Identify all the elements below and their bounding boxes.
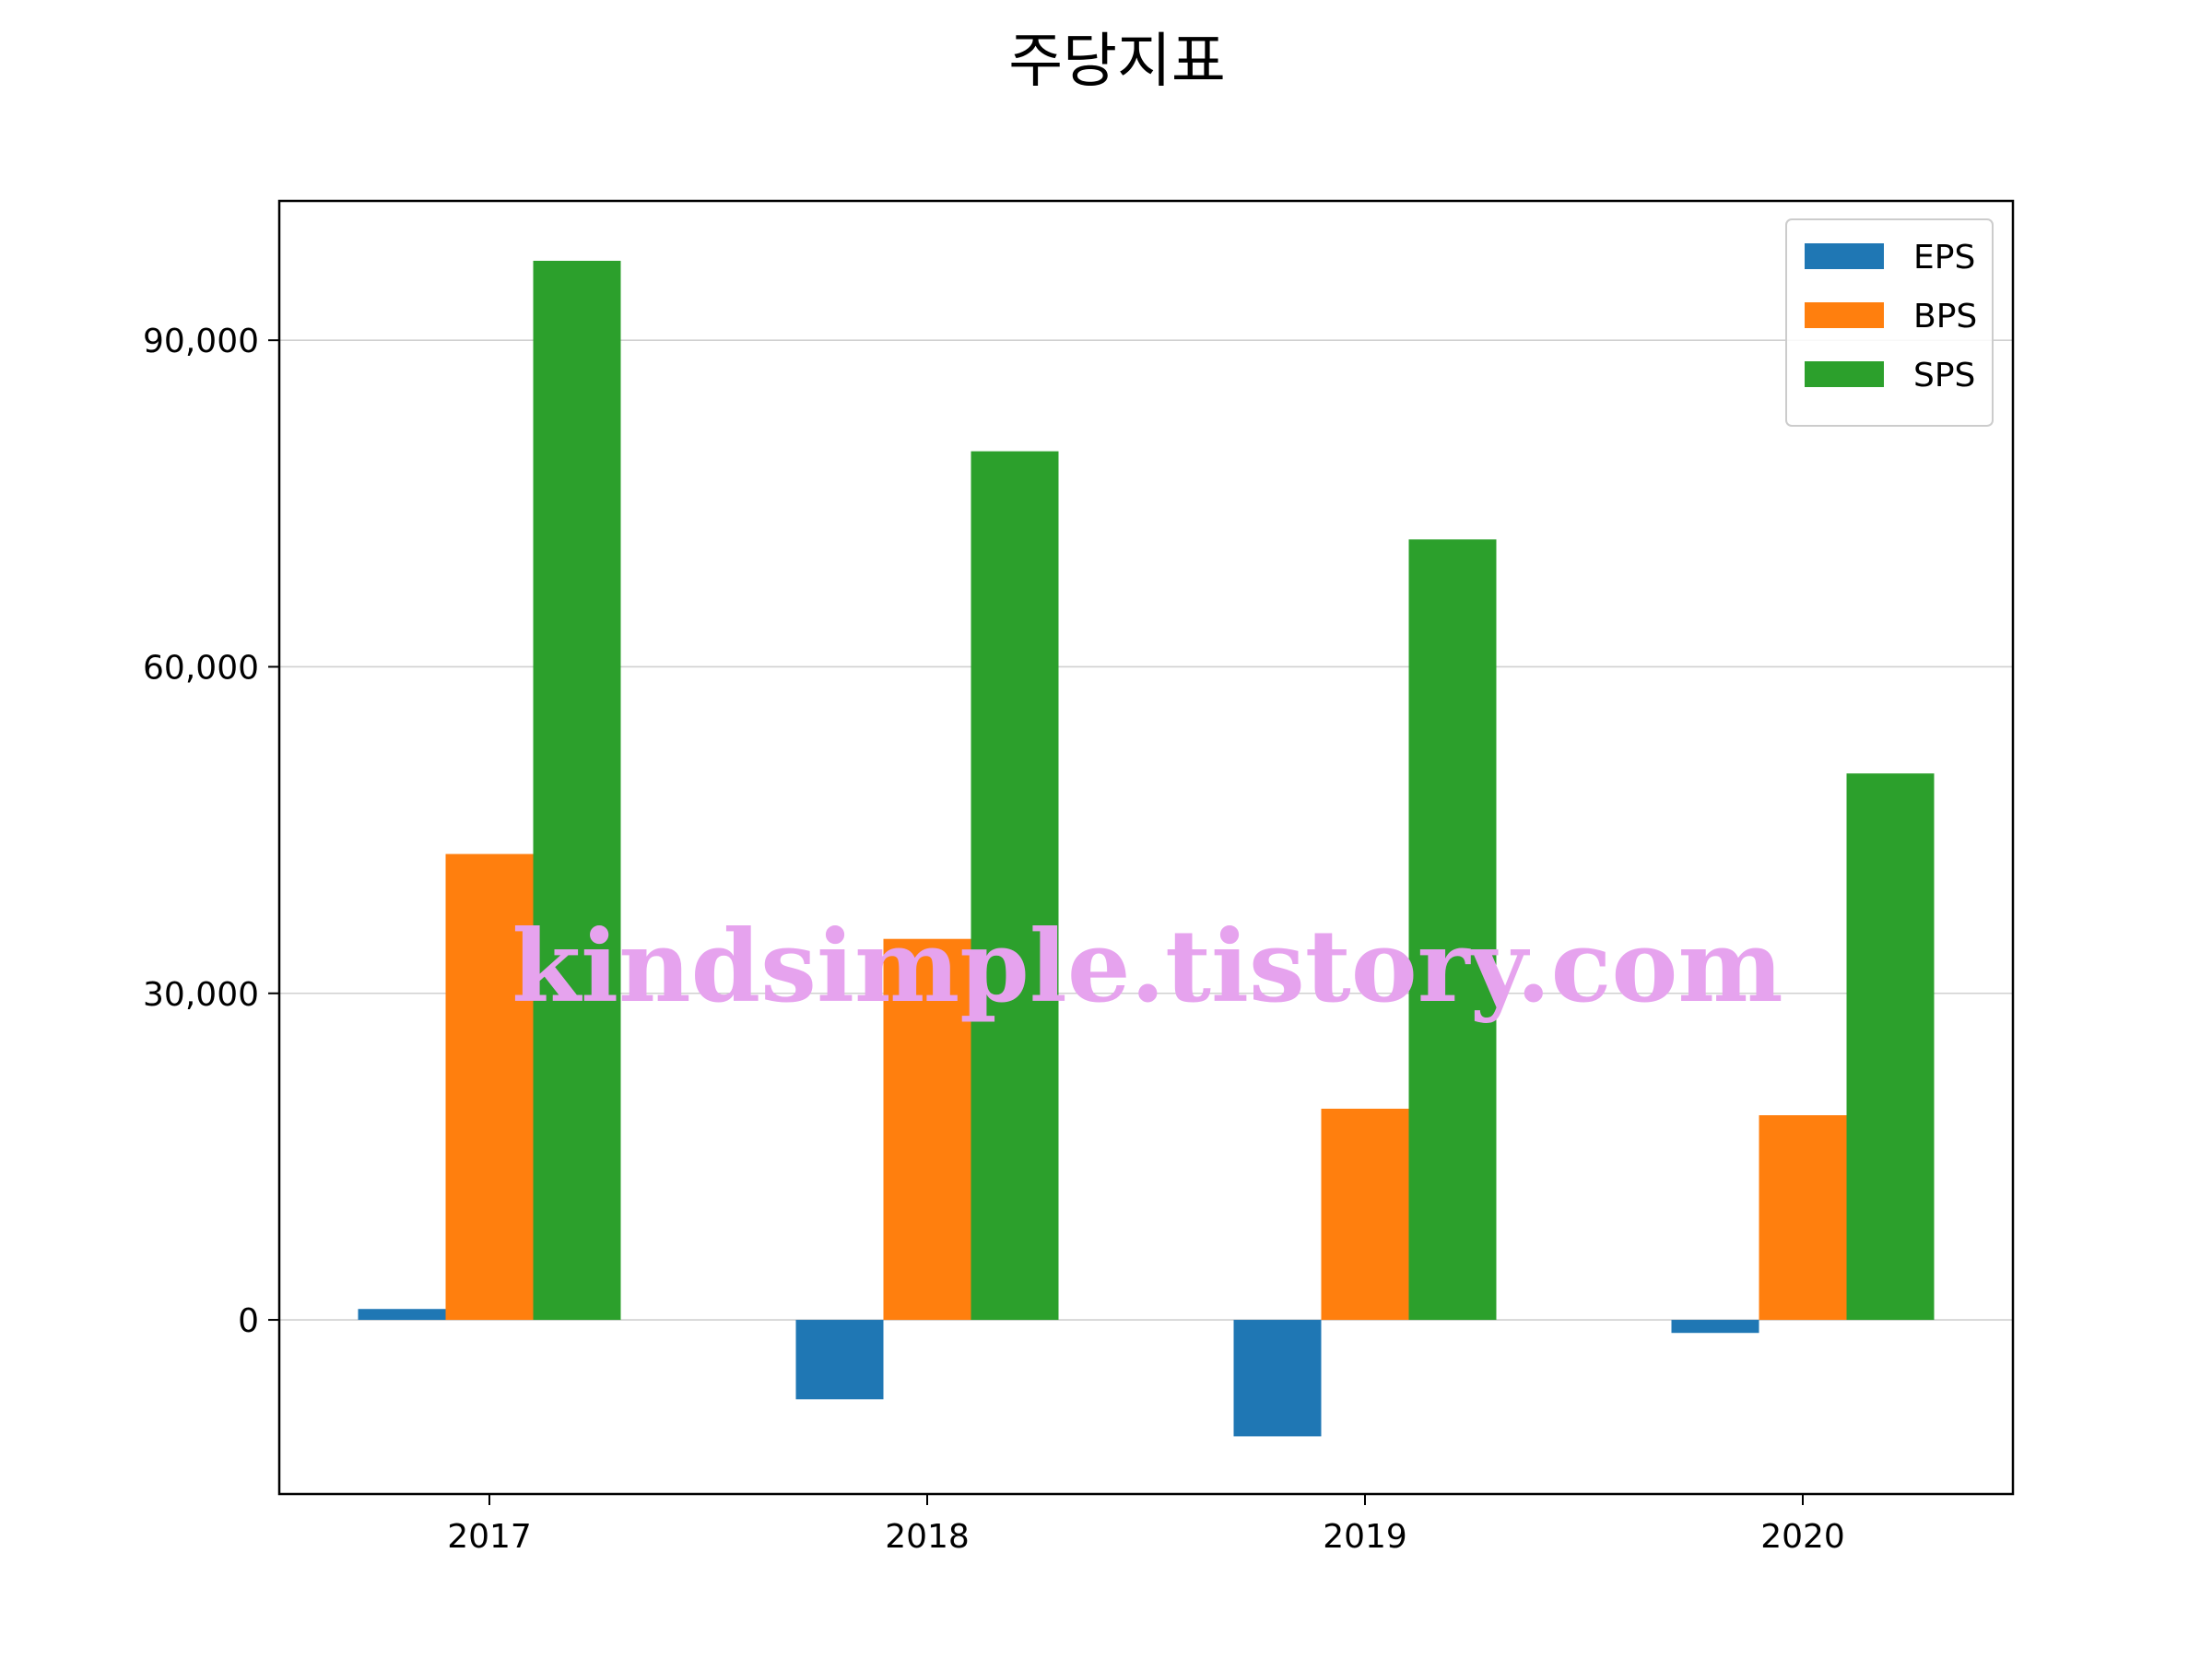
watermark-text: kindsimple.tistory.com bbox=[512, 909, 1783, 1025]
bar-eps-2018 bbox=[795, 1320, 884, 1400]
x-axis: 2017 2018 2019 2020 bbox=[447, 1494, 1845, 1556]
legend-swatch-eps bbox=[1805, 243, 1884, 269]
y-tick-label-3: 90,000 bbox=[143, 323, 259, 360]
legend: EPS BPS SPS bbox=[1785, 218, 1994, 427]
legend-label-eps: EPS bbox=[1913, 239, 1975, 276]
x-tick-label-2017: 2017 bbox=[447, 1518, 532, 1556]
legend-label-sps: SPS bbox=[1913, 357, 1975, 394]
x-tick-label-2020: 2020 bbox=[1760, 1518, 1845, 1556]
bar-eps-2020 bbox=[1671, 1320, 1759, 1334]
bar-eps-2019 bbox=[1233, 1320, 1322, 1437]
bar-bps-2017 bbox=[445, 853, 534, 1321]
bar-bps-2019 bbox=[1321, 1108, 1409, 1321]
legend-swatch-sps bbox=[1805, 361, 1884, 387]
legend-label-bps: BPS bbox=[1913, 298, 1977, 335]
bar-sps-2017 bbox=[533, 260, 621, 1321]
bars bbox=[358, 260, 1935, 1437]
x-tick-label-2018: 2018 bbox=[885, 1518, 970, 1556]
bar-sps-2020 bbox=[1846, 773, 1935, 1321]
bar-bps-2018 bbox=[883, 938, 971, 1321]
y-axis: 0 30,000 60,000 90,000 bbox=[143, 323, 279, 1340]
plot-frame bbox=[277, 199, 2015, 1496]
legend-swatch-bps bbox=[1805, 302, 1884, 328]
bar-sps-2019 bbox=[1408, 539, 1497, 1321]
bar-eps-2017 bbox=[358, 1309, 446, 1321]
bar-sps-2018 bbox=[971, 451, 1059, 1321]
y-tick-label-2: 60,000 bbox=[143, 649, 259, 687]
bar-bps-2020 bbox=[1759, 1115, 1847, 1321]
y-tick-label-1: 30,000 bbox=[143, 976, 259, 1014]
x-tick-label-2019: 2019 bbox=[1323, 1518, 1407, 1556]
y-tick-label-0: 0 bbox=[238, 1302, 259, 1340]
chart-title: 주당지표 bbox=[1008, 28, 1226, 96]
